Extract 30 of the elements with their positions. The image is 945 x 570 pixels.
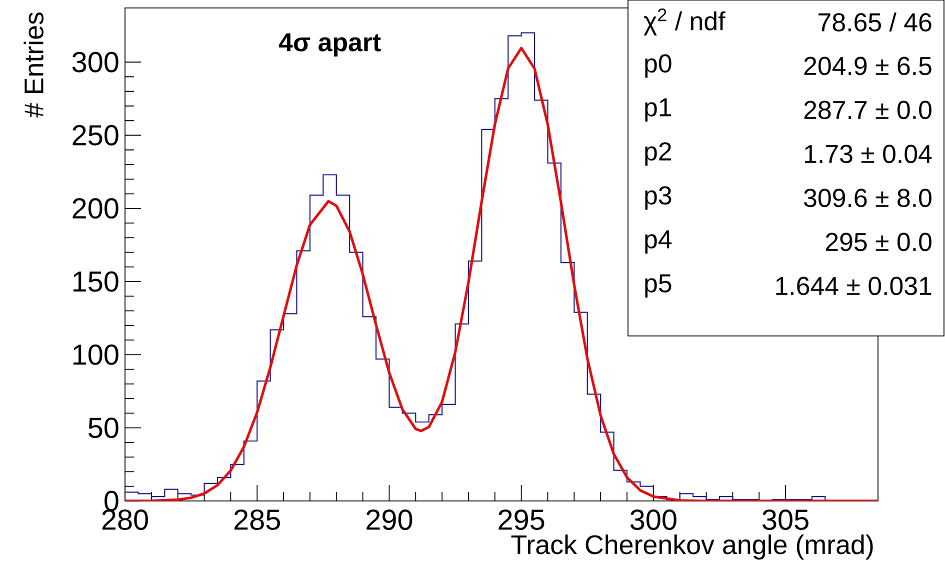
annotation: 287.7 ± 0.0 (804, 100, 932, 120)
x-tick-label: 300 (630, 510, 676, 530)
x-axis-title: Track Cherenkov angle (mrad) (511, 534, 873, 560)
y-tick-label: 50 (88, 418, 118, 438)
y-tick-label: 300 (72, 52, 118, 72)
y-axis-title: # Entries (24, 12, 44, 118)
annotation: p4 (645, 230, 672, 254)
x-tick-label: 290 (366, 510, 412, 530)
annotation: 1.73 ± 0.04 (805, 144, 932, 164)
annotation: 204.9 ± 6.5 (804, 56, 932, 76)
y-tick-label: 250 (72, 125, 118, 146)
annotation: χ$^{2}$ / ndf (644, 8, 726, 36)
annotation: p0 (645, 54, 672, 78)
annotation: p5 (645, 274, 672, 298)
annotation: p2 (645, 142, 672, 166)
y-tick-label: 100 (73, 344, 118, 365)
x-tick-label: 305 (762, 510, 808, 530)
x-tick-label: 295 (498, 510, 544, 530)
x-tick-label: 285 (234, 510, 280, 530)
annotation: 309.6 ± 8.0 (804, 188, 932, 208)
annotation: 4σ apart (278, 33, 381, 57)
annotation: 78.65 / 46 (818, 12, 932, 32)
annotation: 295 ± 0.0 (826, 232, 932, 252)
annotation: p3 (645, 186, 672, 210)
annotation: 1.644 ± 0.031 (776, 276, 932, 296)
y-tick-label: 150 (73, 271, 118, 292)
y-tick-label: 200 (72, 198, 118, 219)
y-tick-label: 0 (104, 490, 118, 512)
annotation: p1 (645, 98, 672, 122)
x-tick-label: 280 (102, 510, 148, 530)
